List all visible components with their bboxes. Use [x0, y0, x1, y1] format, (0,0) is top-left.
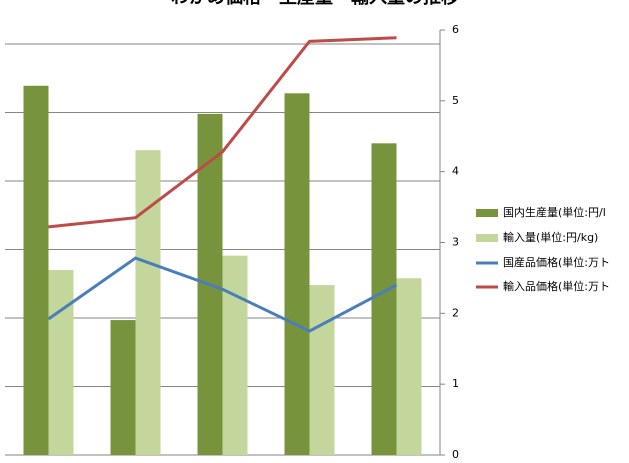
legend-label: 輸入品価格(単位:万ト — [503, 279, 610, 293]
legend-label: 輸入量(単位:円/kg) — [503, 230, 598, 244]
legend-label: 国産品価格(単位:万ト — [503, 255, 610, 269]
bar — [135, 150, 161, 456]
legend-swatch — [476, 209, 498, 217]
bar — [309, 285, 335, 455]
chart-title: わかめ価格・生産量・輸入量の推移 — [171, 0, 459, 8]
y2-tick-label: 4 — [452, 165, 459, 178]
bar — [284, 93, 310, 455]
bar — [23, 85, 49, 455]
y2-tick-label: 0 — [452, 448, 459, 461]
bar — [222, 255, 248, 455]
y2-tick-label: 1 — [452, 377, 459, 390]
bar — [48, 270, 74, 455]
bar — [110, 320, 136, 455]
bar — [371, 143, 397, 455]
bar — [396, 278, 422, 455]
legend-label: 国内生産量(単位:円/l — [503, 205, 606, 219]
y2-tick-label: 2 — [452, 306, 459, 319]
line — [48, 36, 397, 229]
line — [47, 256, 398, 333]
y2-tick-label: 5 — [452, 94, 459, 107]
y2-tick-label: 6 — [452, 23, 459, 36]
y2-tick-label: 3 — [452, 236, 459, 249]
legend-swatch — [476, 234, 498, 242]
